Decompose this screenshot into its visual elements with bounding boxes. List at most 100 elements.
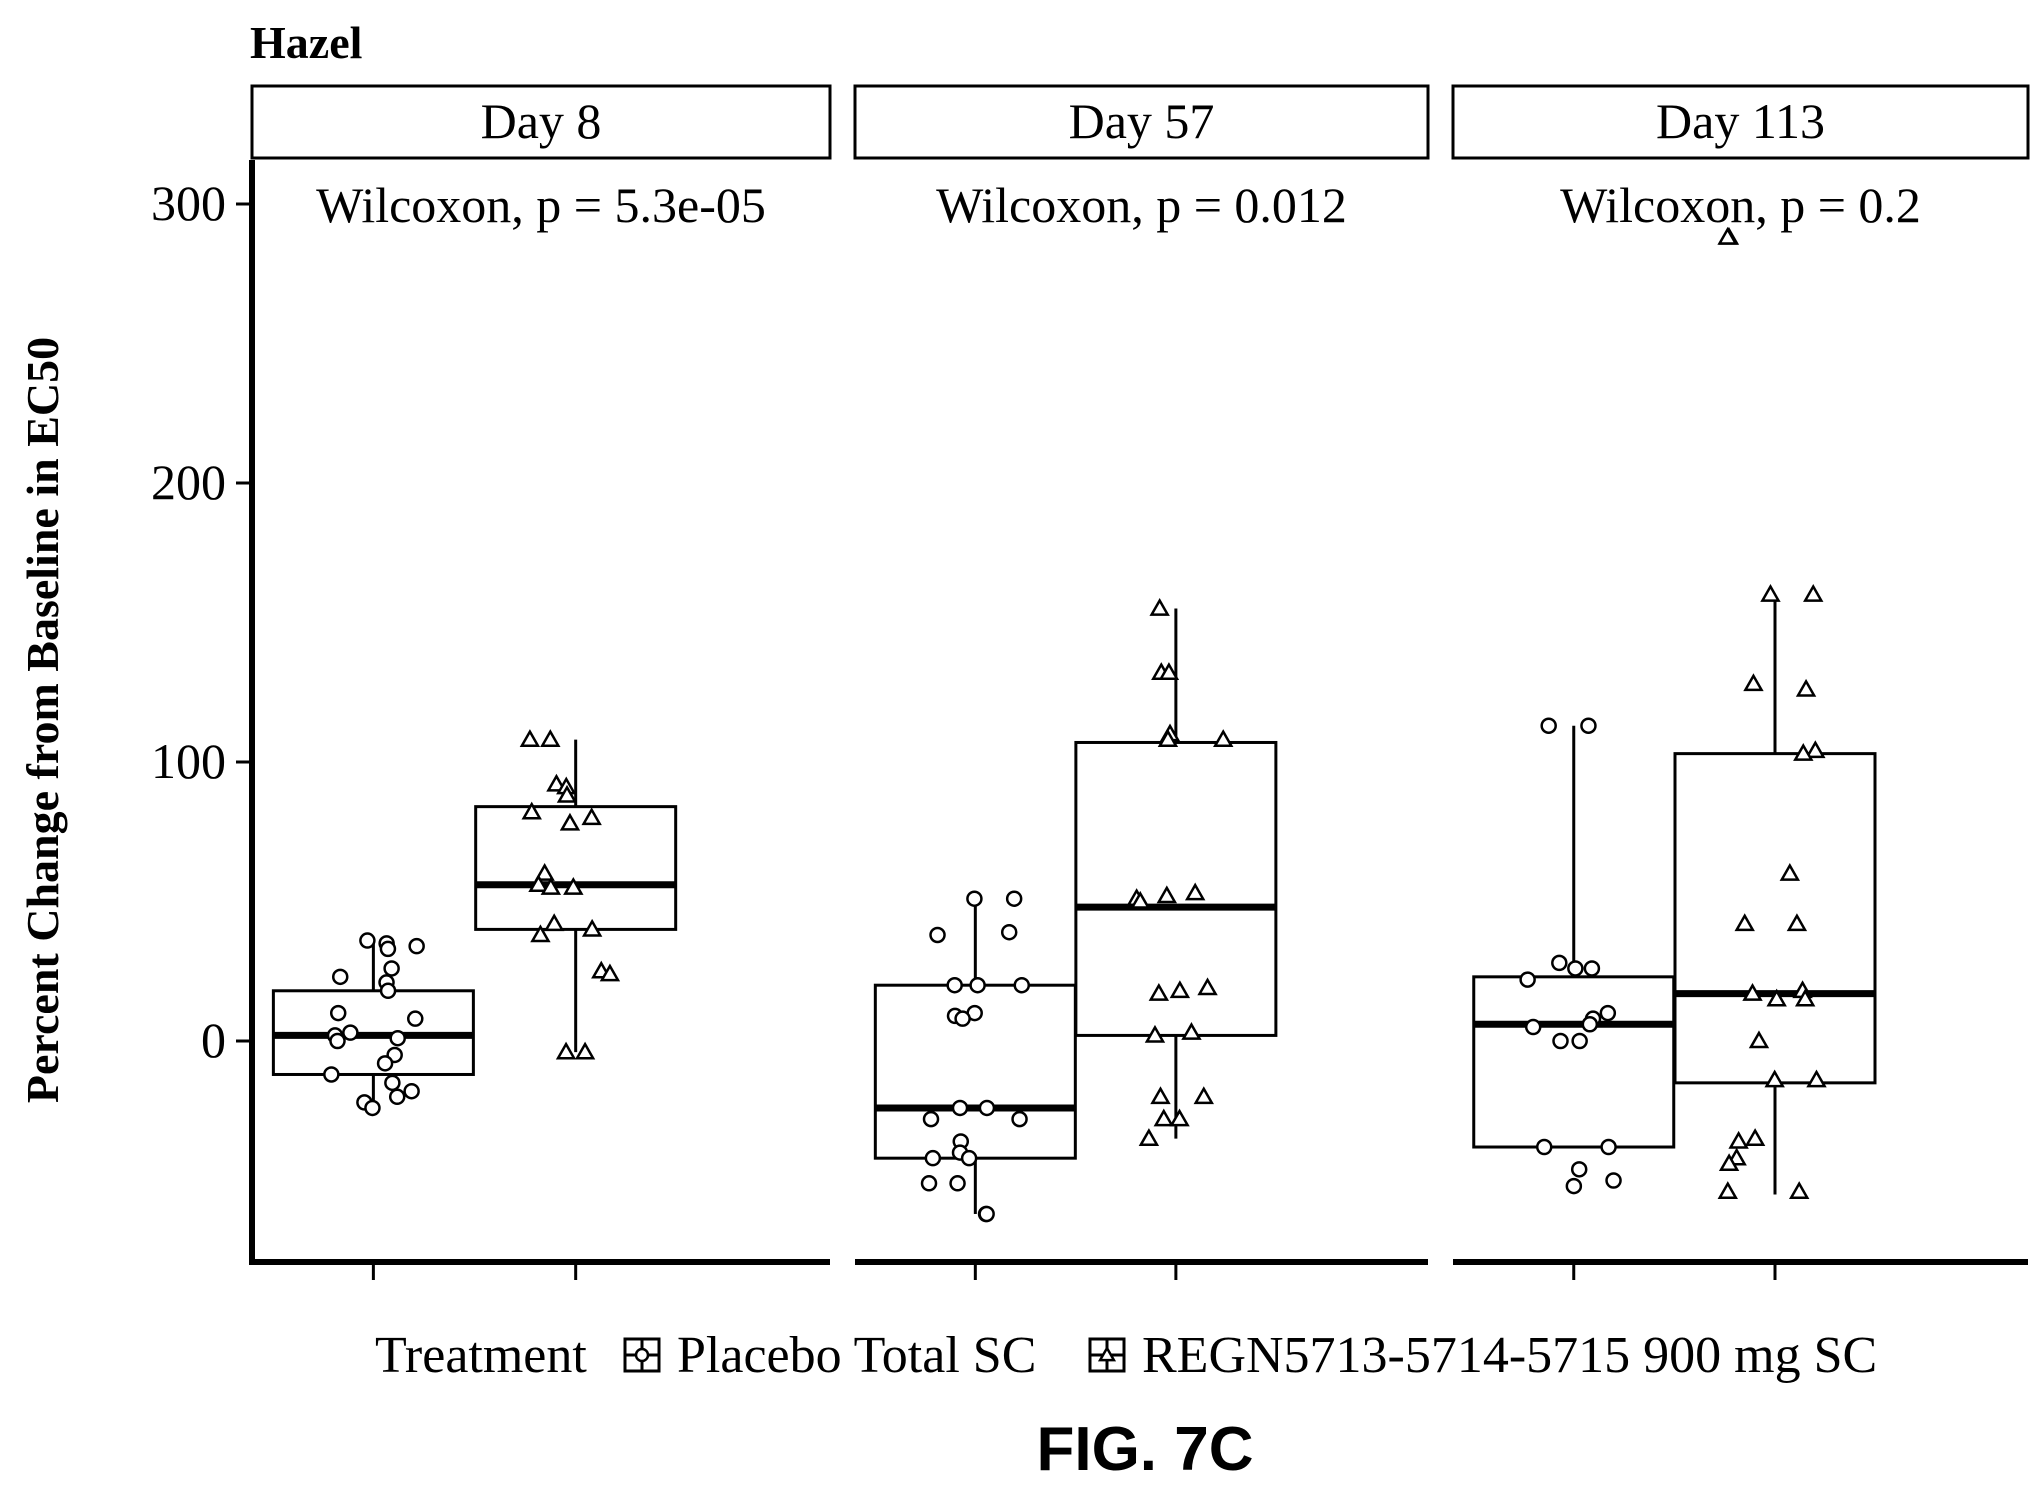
data-point [1764,1069,1785,1088]
data-point [563,876,584,895]
data-point [599,963,621,982]
data-point [1718,1153,1740,1172]
box-group [1472,717,1676,1280]
data-point [1803,584,1824,602]
data-point [528,874,549,893]
data-point [534,863,555,881]
data-point [966,890,983,907]
data-point [1788,1181,1810,1199]
data-point [556,784,578,803]
facet-panel: Day 113 Wilcoxon, p = 0.2 [1451,84,2030,1280]
data-point [960,1149,978,1167]
facet-panel: Day 57 Wilcoxon, p = 0.012 [853,84,1430,1280]
data-point [946,976,963,994]
data-point [1169,980,1191,999]
box-group [1673,226,1877,1280]
data-point [929,926,946,944]
iqr-box [1673,752,1877,1085]
box-group [474,729,678,1280]
data-point [403,1082,420,1100]
y-tick-label: 300 [151,175,226,231]
data-point [1148,983,1170,1001]
data-point [581,918,603,937]
data-point [1571,1032,1588,1050]
data-point [574,1041,596,1060]
data-point [1805,740,1826,759]
figure-label: FIG. 7C [1036,1415,1253,1484]
data-point [1565,1177,1583,1195]
strip-label: Day 113 [1656,93,1825,149]
data-point [1552,1032,1569,1050]
data-point [1583,960,1601,977]
data-point [1605,1172,1622,1189]
data-point [1144,1024,1166,1043]
box-group [271,932,475,1280]
data-point [1153,1108,1174,1127]
data-point [521,801,542,820]
data-point [1193,1086,1214,1105]
data-point [519,729,541,747]
data-point [408,937,425,955]
data-point [1581,1016,1599,1033]
data-point [1728,1130,1749,1149]
data-point [1806,1069,1827,1088]
y-tick-label: 0 [201,1012,226,1068]
wilcoxon-annotation: Wilcoxon, p = 0.012 [936,177,1347,233]
data-point [379,940,397,958]
data-point [1138,1128,1160,1146]
data-point [951,1099,969,1117]
data-point [342,1024,359,1041]
data-point [1570,1161,1588,1178]
data-point [407,1010,424,1027]
data-point [543,913,565,932]
legend-key-marker [1097,1345,1117,1362]
strip-box [1451,84,2030,160]
data-point [1169,1108,1190,1127]
legend-entry: Placebo Total SC [623,1327,1036,1384]
strip-label: Day 8 [481,93,602,149]
y-tick-label: 200 [151,454,226,510]
data-point [383,960,400,977]
iqr-box [1074,740,1278,1037]
y-axis-label: Percent Change from Baseline in EC50 [17,337,68,1103]
data-point [1580,717,1597,734]
data-point [1524,1018,1542,1036]
data-point [1540,717,1557,734]
data-point [329,1004,347,1022]
data-point [1535,1138,1553,1156]
data-point [530,924,551,943]
data-point [1567,960,1584,977]
data-point [1005,890,1023,907]
data-point [1734,913,1755,932]
data-point [389,1029,406,1047]
data-point [920,1175,938,1192]
data-point [978,1099,996,1117]
wilcoxon-annotation: Wilcoxon, p = 5.3e-05 [316,177,766,233]
data-point [1156,885,1178,904]
data-point [1000,923,1018,941]
y-axis: 0 100 200 300 [151,160,255,1262]
data-point [581,807,602,826]
data-point [364,1099,381,1117]
data-point [323,1066,340,1083]
iqr-box [1472,975,1676,1149]
data-point [1157,729,1179,747]
data-point [329,1032,346,1050]
data-point [376,1055,394,1072]
data-point [922,1110,940,1128]
data-point [969,976,986,994]
data-point [1519,971,1536,988]
facet-panel: Day 8 Wilcoxon, p = 5.3e-05 [249,84,832,1280]
legend-title: Treatment [375,1327,587,1384]
y-tick-label: 100 [151,733,226,789]
data-point [1213,729,1234,747]
data-point [1599,1004,1617,1022]
box-group [1074,597,1278,1280]
data-point [1150,1086,1171,1105]
data-point [1744,1128,1766,1146]
data-point [978,1205,995,1223]
facet-panels: Day 8 Wilcoxon, p = 5.3e-05 Day 57 Wilcoxon… [249,84,2030,1280]
strip-label: Day 57 [1069,93,1215,149]
data-point [1743,673,1764,692]
